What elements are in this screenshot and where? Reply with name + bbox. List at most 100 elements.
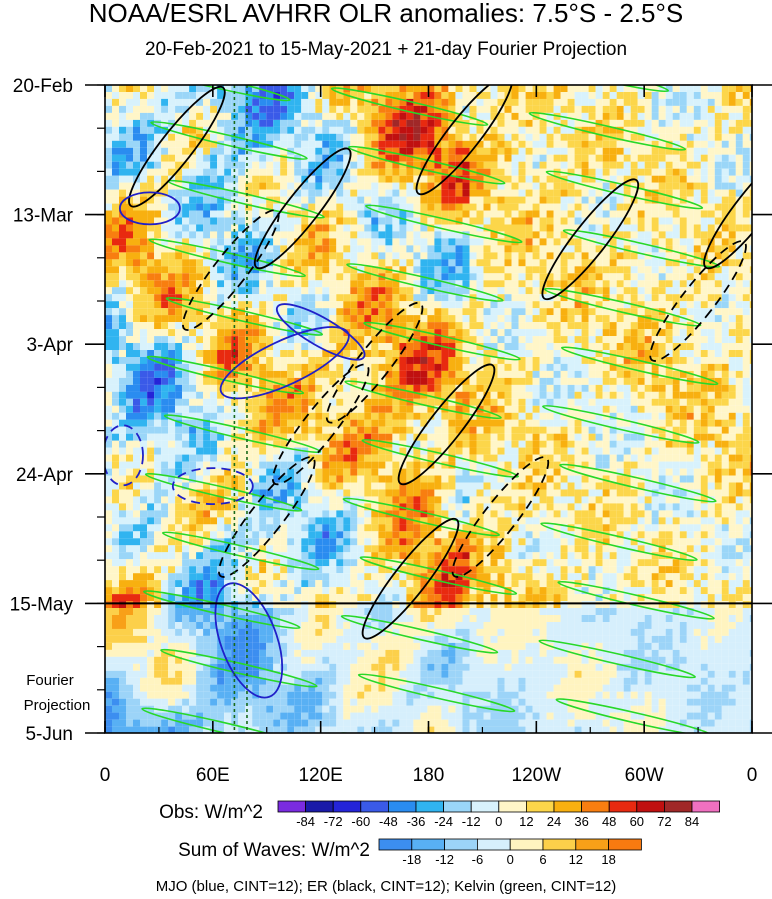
heat-cell bbox=[469, 433, 477, 441]
heat-cell bbox=[385, 343, 393, 350]
heat-cell bbox=[357, 677, 365, 685]
heat-cell bbox=[427, 475, 435, 483]
heat-cell bbox=[133, 112, 140, 120]
heat-cell bbox=[385, 154, 393, 162]
heat-cell bbox=[112, 545, 119, 553]
heat-cell bbox=[175, 524, 183, 532]
heat-cell bbox=[147, 622, 155, 629]
heat-cell bbox=[252, 189, 260, 197]
heat-cell bbox=[315, 698, 323, 706]
heat-cell bbox=[175, 189, 183, 197]
heat-cell bbox=[406, 670, 414, 678]
heat-cell bbox=[280, 635, 288, 643]
heat-cell bbox=[119, 531, 126, 539]
heat-cell bbox=[385, 182, 393, 190]
heat-cell bbox=[406, 175, 414, 183]
heat-cell bbox=[119, 538, 126, 546]
heat-cell bbox=[175, 343, 183, 350]
heat-cell bbox=[406, 126, 414, 134]
heat-cell bbox=[210, 336, 218, 344]
heat-cell bbox=[371, 412, 379, 420]
heat-cell bbox=[455, 315, 463, 323]
heat-cell bbox=[273, 196, 281, 204]
heat-cell bbox=[455, 308, 463, 316]
heat-cell bbox=[182, 663, 190, 671]
heat-cell bbox=[119, 161, 126, 169]
heat-cell bbox=[147, 454, 155, 462]
heat-cell bbox=[434, 601, 442, 609]
heat-cell bbox=[343, 663, 351, 671]
heat-cell bbox=[126, 119, 133, 127]
heat-cell bbox=[154, 322, 162, 330]
heat-cell bbox=[427, 357, 435, 364]
heat-cell bbox=[273, 273, 281, 281]
heat-cell bbox=[343, 726, 351, 733]
heat-cell bbox=[273, 684, 281, 692]
heat-cell bbox=[364, 412, 372, 420]
heat-cell bbox=[217, 112, 225, 120]
heat-cell bbox=[399, 85, 407, 92]
heat-cell bbox=[462, 357, 470, 364]
heat-cell bbox=[343, 482, 351, 490]
heat-cell bbox=[189, 224, 197, 232]
heat-cell bbox=[350, 426, 358, 434]
heat-cell bbox=[161, 608, 169, 615]
heat-cell bbox=[350, 92, 358, 99]
heat-cell bbox=[161, 363, 169, 371]
heat-cell bbox=[301, 85, 309, 92]
heat-cell bbox=[329, 684, 337, 692]
heat-cell bbox=[322, 412, 330, 420]
heat-cell bbox=[406, 287, 414, 295]
heat-cell bbox=[252, 405, 260, 413]
heat-cell bbox=[245, 691, 253, 699]
heat-cell bbox=[126, 594, 133, 602]
heat-cell bbox=[287, 656, 295, 664]
heat-cell bbox=[357, 147, 365, 155]
heat-cell bbox=[413, 370, 421, 378]
heat-cell bbox=[280, 85, 288, 92]
heat-cell bbox=[357, 712, 365, 720]
heat-cell bbox=[364, 482, 372, 490]
heat-cell bbox=[140, 412, 147, 420]
heat-cell bbox=[329, 447, 337, 455]
heat-cell bbox=[322, 196, 330, 204]
heat-cell bbox=[189, 217, 197, 225]
heat-cell bbox=[273, 587, 281, 595]
heat-cell bbox=[441, 510, 449, 518]
heat-cell bbox=[420, 552, 428, 560]
heat-cell bbox=[455, 601, 463, 609]
heat-cell bbox=[399, 175, 407, 183]
heat-cell bbox=[448, 433, 456, 441]
heat-cell bbox=[245, 266, 253, 274]
heat-cell bbox=[455, 210, 463, 218]
heat-cell bbox=[469, 635, 477, 643]
heat-cell bbox=[273, 440, 281, 448]
heat-cell bbox=[420, 398, 428, 406]
heat-cell bbox=[147, 440, 155, 448]
heat-cell bbox=[413, 656, 421, 664]
heat-cell bbox=[224, 412, 232, 420]
heat-cell bbox=[196, 161, 204, 169]
heat-cell bbox=[392, 154, 400, 162]
heat-cell bbox=[294, 684, 302, 692]
heat-cell bbox=[448, 517, 456, 525]
heat-cell bbox=[189, 391, 197, 399]
heat-cell bbox=[469, 92, 477, 99]
heat-cell bbox=[217, 370, 225, 378]
heat-cell bbox=[413, 175, 421, 183]
heat-cell bbox=[399, 517, 407, 525]
heat-cell bbox=[273, 85, 281, 92]
heat-cell bbox=[168, 329, 176, 337]
heat-cell bbox=[413, 552, 421, 560]
heat-cell bbox=[252, 580, 260, 588]
heat-cell bbox=[392, 594, 400, 602]
heat-cell bbox=[273, 503, 281, 511]
heat-cell bbox=[434, 370, 442, 378]
heat-cell bbox=[371, 503, 379, 511]
heat-cell bbox=[126, 573, 133, 581]
heat-cell bbox=[406, 370, 414, 378]
heat-cell bbox=[455, 287, 463, 295]
heat-cell bbox=[252, 538, 260, 546]
heat-cell bbox=[294, 475, 302, 483]
heat-cell bbox=[161, 552, 169, 560]
